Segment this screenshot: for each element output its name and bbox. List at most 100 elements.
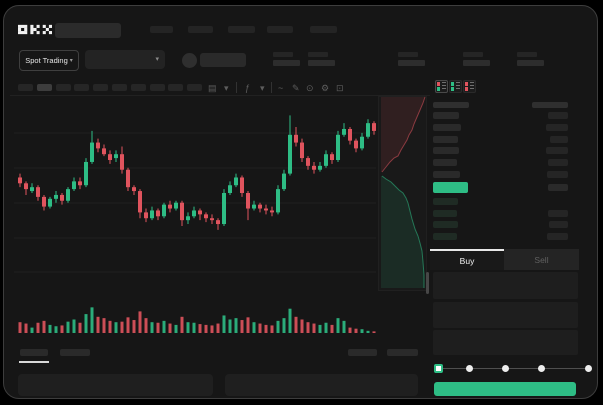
chevron-down-icon: ▾ — [69, 58, 73, 64]
header-action-button[interactable] — [200, 53, 246, 67]
icon-part — [451, 82, 454, 86]
chart-bottom-tab[interactable] — [20, 349, 48, 356]
orderbook-bids-view-icon[interactable] — [449, 80, 462, 93]
candle-body — [90, 142, 94, 162]
market-stat-value — [308, 60, 335, 66]
candlestick-chart[interactable] — [3, 5, 598, 399]
timeframe-button[interactable] — [131, 84, 146, 91]
slider-mark[interactable] — [584, 364, 592, 372]
candle-body — [312, 165, 316, 170]
slider-mark[interactable] — [538, 364, 545, 372]
candle-body — [318, 165, 322, 170]
orderbook-asks-view-icon[interactable] — [463, 80, 476, 93]
tab-sell[interactable]: Sell — [504, 249, 579, 270]
timeframe-button[interactable] — [187, 84, 202, 91]
timeframe-button[interactable] — [37, 84, 52, 91]
candle-body — [246, 193, 250, 209]
total-field[interactable] — [433, 330, 578, 355]
ask-price[interactable] — [433, 159, 457, 166]
candle-body — [348, 128, 352, 141]
volume-bar — [288, 308, 292, 333]
candle-body — [18, 177, 22, 184]
candle-body — [96, 142, 100, 149]
volume-bar — [150, 322, 154, 333]
market-type-selector[interactable]: Spot Trading ▾ — [19, 50, 79, 71]
volume-bar — [102, 318, 106, 333]
slider-mark[interactable] — [466, 364, 473, 372]
candle-body — [354, 140, 358, 149]
icon-part — [465, 82, 468, 86]
line-tool-icon[interactable]: ~ — [278, 83, 284, 93]
fullscreen-icon[interactable]: ⊡ — [336, 83, 344, 93]
candle-body — [252, 204, 256, 209]
last-price-badge[interactable] — [433, 182, 468, 193]
volume-bar — [318, 324, 322, 333]
candle-body — [78, 181, 82, 186]
price-field[interactable] — [433, 272, 578, 299]
draw-icon[interactable]: ✎ — [292, 83, 300, 93]
timeframe-button[interactable] — [56, 84, 71, 91]
nav-item-placeholder[interactable] — [150, 26, 173, 33]
chevron-down-icon[interactable]: ▾ — [224, 83, 229, 93]
chevron-down-icon[interactable]: ▾ — [260, 83, 265, 93]
bid-price[interactable] — [433, 198, 458, 205]
pair-selector-dropdown[interactable]: ▾ — [85, 50, 165, 69]
settings-icon[interactable]: ⚙ — [321, 83, 330, 93]
timeframe-button[interactable] — [93, 84, 108, 91]
volume-bar — [276, 320, 280, 333]
bid-price[interactable] — [433, 221, 458, 228]
chart-bottom-action[interactable] — [387, 349, 418, 356]
nav-item-placeholder[interactable] — [228, 26, 255, 33]
timeframe-button[interactable] — [150, 84, 165, 91]
nav-item-placeholder[interactable] — [310, 26, 337, 33]
market-stat-label — [517, 52, 537, 57]
bid-price[interactable] — [433, 233, 457, 240]
bid-price[interactable] — [433, 210, 457, 217]
orderbook-header-pill — [433, 102, 469, 108]
indicators-icon[interactable]: ƒ — [245, 83, 251, 93]
candle-body — [60, 194, 64, 201]
avatar[interactable] — [182, 53, 197, 68]
tab-buy[interactable]: Buy — [430, 249, 504, 270]
volume-bar — [24, 323, 28, 333]
slider-handle[interactable] — [433, 363, 443, 373]
search-input[interactable] — [55, 23, 121, 38]
icon-part — [470, 88, 474, 89]
amount-field[interactable] — [433, 302, 578, 328]
nav-item-placeholder[interactable] — [267, 26, 293, 33]
volume-bar — [144, 318, 148, 333]
orderbook-split-view-icon[interactable] — [435, 80, 448, 93]
camera-icon[interactable]: ⊙ — [306, 83, 314, 93]
chart-bottom-tab[interactable] — [60, 349, 90, 356]
market-stat-label — [398, 52, 418, 57]
chart-type-icon[interactable]: ▤ — [208, 83, 217, 93]
volume-bar — [192, 322, 196, 333]
ask-price[interactable] — [433, 112, 459, 119]
timeframe-button[interactable] — [18, 84, 33, 91]
nav-item-placeholder[interactable] — [188, 26, 213, 33]
slider-mark[interactable] — [502, 364, 509, 372]
candle-body — [186, 216, 190, 221]
timeframe-button[interactable] — [74, 84, 89, 91]
depth-asks-area — [381, 97, 425, 172]
amount-slider-track[interactable] — [438, 368, 588, 369]
buy-submit-button[interactable] — [434, 382, 576, 396]
scrollbar-thumb[interactable] — [426, 272, 429, 294]
volume-bar — [282, 318, 286, 333]
timeframe-button[interactable] — [168, 84, 183, 91]
market-stat-label — [273, 52, 293, 57]
depth-bids-line — [381, 175, 425, 288]
icon-part — [437, 82, 440, 86]
timeframe-button[interactable] — [112, 84, 127, 91]
candle-body — [204, 214, 208, 219]
volume-bar — [180, 316, 184, 333]
volume-bar — [198, 324, 202, 333]
ask-price[interactable] — [433, 171, 460, 178]
ask-price[interactable] — [433, 124, 461, 131]
chart-bottom-action[interactable] — [348, 349, 377, 356]
ask-price[interactable] — [433, 136, 458, 143]
candle-body — [288, 134, 292, 174]
ask-price[interactable] — [433, 147, 459, 154]
candle-body — [114, 154, 118, 159]
candle-body — [360, 136, 364, 149]
